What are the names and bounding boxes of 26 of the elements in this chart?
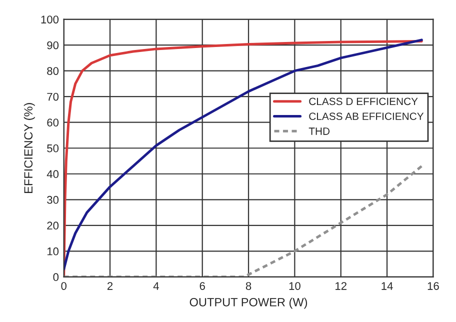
x-axis-title: OUTPUT POWER (W) <box>190 298 308 309</box>
line-series <box>64 164 423 277</box>
x-tick-label: 10 <box>289 282 300 290</box>
y-tick-label: 90 <box>47 41 59 50</box>
x-tick-label: 12 <box>336 282 346 290</box>
y-tick-label: 10 <box>47 247 59 256</box>
legend-label: CLASS AB EFFICIENCY <box>309 112 424 120</box>
x-tick-label: 14 <box>382 282 393 290</box>
y-tick-label: 80 <box>47 67 59 75</box>
legend-label: THD <box>308 128 330 135</box>
legend-label: CLASS D EFFICIENCY <box>309 98 418 106</box>
y-tick-label: 0 <box>53 273 59 282</box>
y-tick-label: 20 <box>47 222 59 230</box>
y-tick-label: 40 <box>46 170 59 178</box>
y-tick-label: 100 <box>41 16 59 24</box>
x-tick-label: 16 <box>428 282 439 290</box>
y-axis-title: EFFICIENCY (%) <box>24 103 35 193</box>
x-tick-label: 4 <box>153 282 159 290</box>
x-tick-label: 0 <box>61 282 66 290</box>
x-tick-label: 2 <box>107 282 113 290</box>
y-tick-label: 50 <box>47 144 59 152</box>
x-tick-label: 6 <box>200 282 205 290</box>
x-tick-label: 8 <box>246 282 252 290</box>
y-tick-label: 60 <box>47 118 59 126</box>
y-tick-label: 30 <box>47 196 59 204</box>
y-tick-label: 70 <box>47 92 59 101</box>
